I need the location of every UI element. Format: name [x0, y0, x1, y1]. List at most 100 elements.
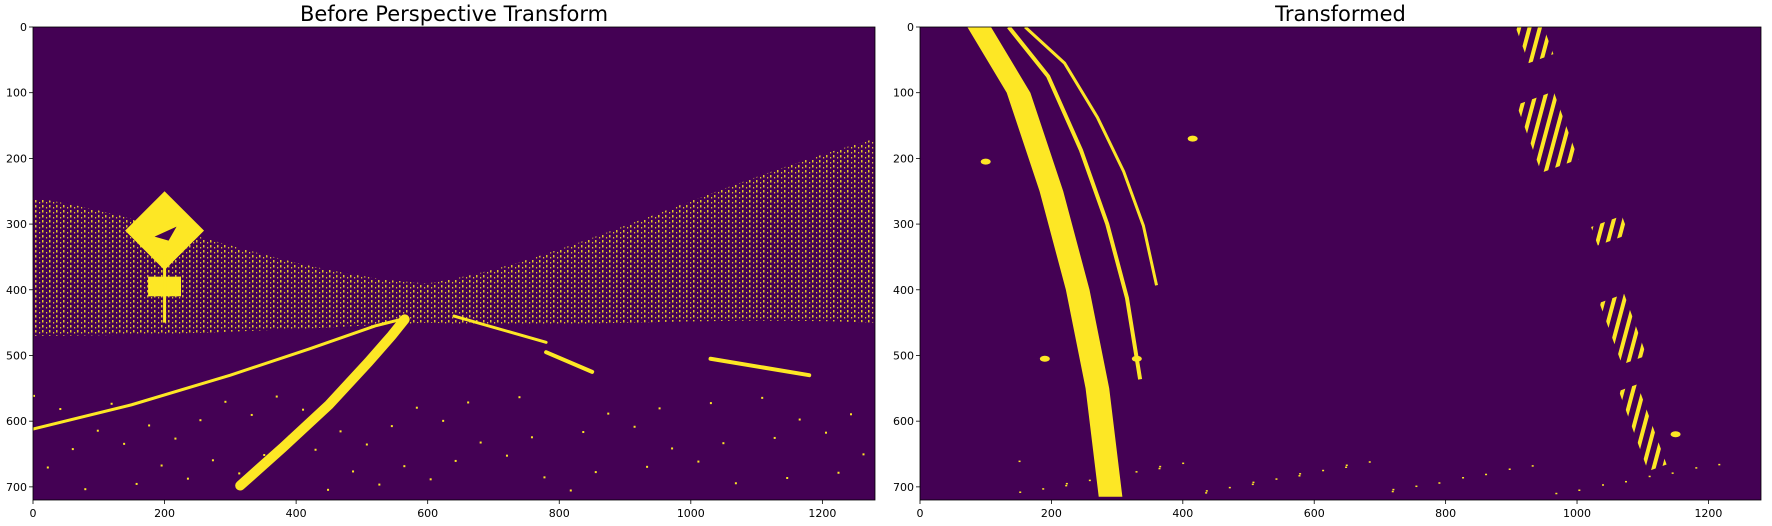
panel-transformed: Transformed 0 200 400 600 800 1000 1200 0 100 200 3…	[893, 2, 1762, 520]
noise-dot	[1462, 477, 1465, 479]
noise-dot	[1695, 467, 1698, 469]
noise-dot	[1299, 473, 1302, 475]
noise-dot	[71, 448, 74, 451]
noise-dot	[1182, 462, 1185, 465]
noise-dot	[1159, 465, 1162, 468]
x-tick-label: 800	[1435, 507, 1456, 520]
noise-dot	[1531, 465, 1534, 467]
noise-dot	[250, 413, 253, 416]
noise-speck	[1039, 355, 1050, 362]
noise-dot	[211, 459, 214, 462]
noise-dot	[1648, 475, 1651, 478]
noise-dot	[1275, 478, 1278, 480]
noise-dot	[378, 483, 381, 486]
noise-dot	[1438, 482, 1441, 484]
noise-dot	[633, 425, 636, 428]
y-tick-label: 100	[6, 87, 27, 100]
noise-dot	[339, 430, 342, 433]
y-tick-label: 300	[6, 218, 27, 231]
noise-dot	[352, 470, 355, 473]
noise-dot	[302, 408, 305, 411]
noise-dot	[403, 465, 406, 468]
noise-dot	[415, 406, 418, 409]
noise-dot	[1088, 479, 1091, 482]
x-tick-label: 200	[1041, 507, 1062, 520]
y-tick-label: 200	[6, 152, 27, 165]
noise-dot	[734, 482, 737, 485]
noise-dot	[1624, 480, 1627, 483]
noise-dot	[594, 471, 597, 474]
right-dashed-line-b	[544, 350, 595, 374]
y-tick-label: 100	[893, 87, 914, 100]
noise-dot	[59, 408, 62, 411]
noise-dot	[1251, 483, 1254, 486]
left-lane-band	[967, 27, 1123, 497]
noise-dot	[798, 418, 801, 421]
noise-dot	[1671, 472, 1674, 474]
noise-dot	[46, 466, 49, 469]
noise-dot	[1601, 484, 1604, 486]
noise-dot	[1345, 464, 1348, 467]
noise-dot	[1252, 481, 1255, 484]
lane-blob	[1618, 384, 1667, 472]
noise-dot	[569, 489, 572, 492]
y-tick-label: 400	[893, 284, 914, 297]
y-tick-label: 500	[893, 349, 914, 362]
noise-dot	[1718, 463, 1721, 466]
noise-speck	[980, 158, 991, 165]
y-tick-label: 200	[893, 152, 914, 165]
noise-dot	[1391, 490, 1394, 493]
noise-dot	[429, 478, 432, 481]
x-tick-label: 0	[30, 507, 37, 520]
noise-dot	[1111, 476, 1114, 478]
noise-dot	[1485, 473, 1488, 476]
x-tick-label: 1200	[808, 507, 836, 520]
noise-speck	[1187, 135, 1198, 142]
y-tick-label: 700	[6, 481, 27, 494]
center-solid-line	[235, 314, 410, 491]
noise-dot	[135, 482, 138, 485]
noise-dot	[709, 402, 712, 405]
y-tick-label: 600	[6, 415, 27, 428]
noise-dot	[697, 460, 700, 463]
noise-dot	[1578, 489, 1581, 491]
x-tick-label: 800	[549, 507, 570, 520]
lane-blob	[1516, 91, 1579, 173]
noise-dot	[786, 477, 789, 480]
noise-dot	[646, 465, 649, 468]
noise-dot	[390, 425, 393, 428]
noise-dot	[671, 447, 674, 450]
noise-dot	[837, 471, 840, 474]
lane-blob	[1591, 215, 1629, 246]
noise-dot	[327, 488, 330, 491]
noise-dot	[84, 488, 87, 491]
chart-title: Before Perspective Transform	[300, 2, 608, 26]
noise-dot	[1019, 491, 1022, 493]
noise-dot	[96, 429, 99, 432]
right-dashed-line-a	[452, 314, 548, 344]
noise-dot	[1555, 492, 1558, 495]
y-tick-label: 500	[6, 349, 27, 362]
x-tick-label: 400	[1172, 507, 1193, 520]
y-tick-label: 700	[893, 481, 914, 494]
axes-frame	[32, 26, 876, 501]
noise-dot	[148, 424, 151, 427]
noise-dot	[607, 412, 610, 415]
chart-title: Transformed	[1274, 2, 1406, 26]
noise-speck	[1670, 431, 1681, 438]
noise-dot	[110, 402, 113, 405]
y-tick-label: 600	[893, 415, 914, 428]
x-tick-label: 0	[917, 507, 924, 520]
noise-dot	[1018, 460, 1021, 463]
noise-dot	[263, 454, 266, 457]
noise-dot	[1205, 490, 1208, 492]
noise-dot	[1345, 466, 1348, 468]
x-tick-label: 400	[286, 507, 307, 520]
noise-dot	[1135, 471, 1138, 473]
noise-dot	[442, 419, 445, 422]
noise-dot	[199, 419, 202, 422]
noise-dot	[288, 435, 291, 438]
noise-dot	[174, 437, 177, 440]
x-tick-label: 1000	[1563, 507, 1591, 520]
